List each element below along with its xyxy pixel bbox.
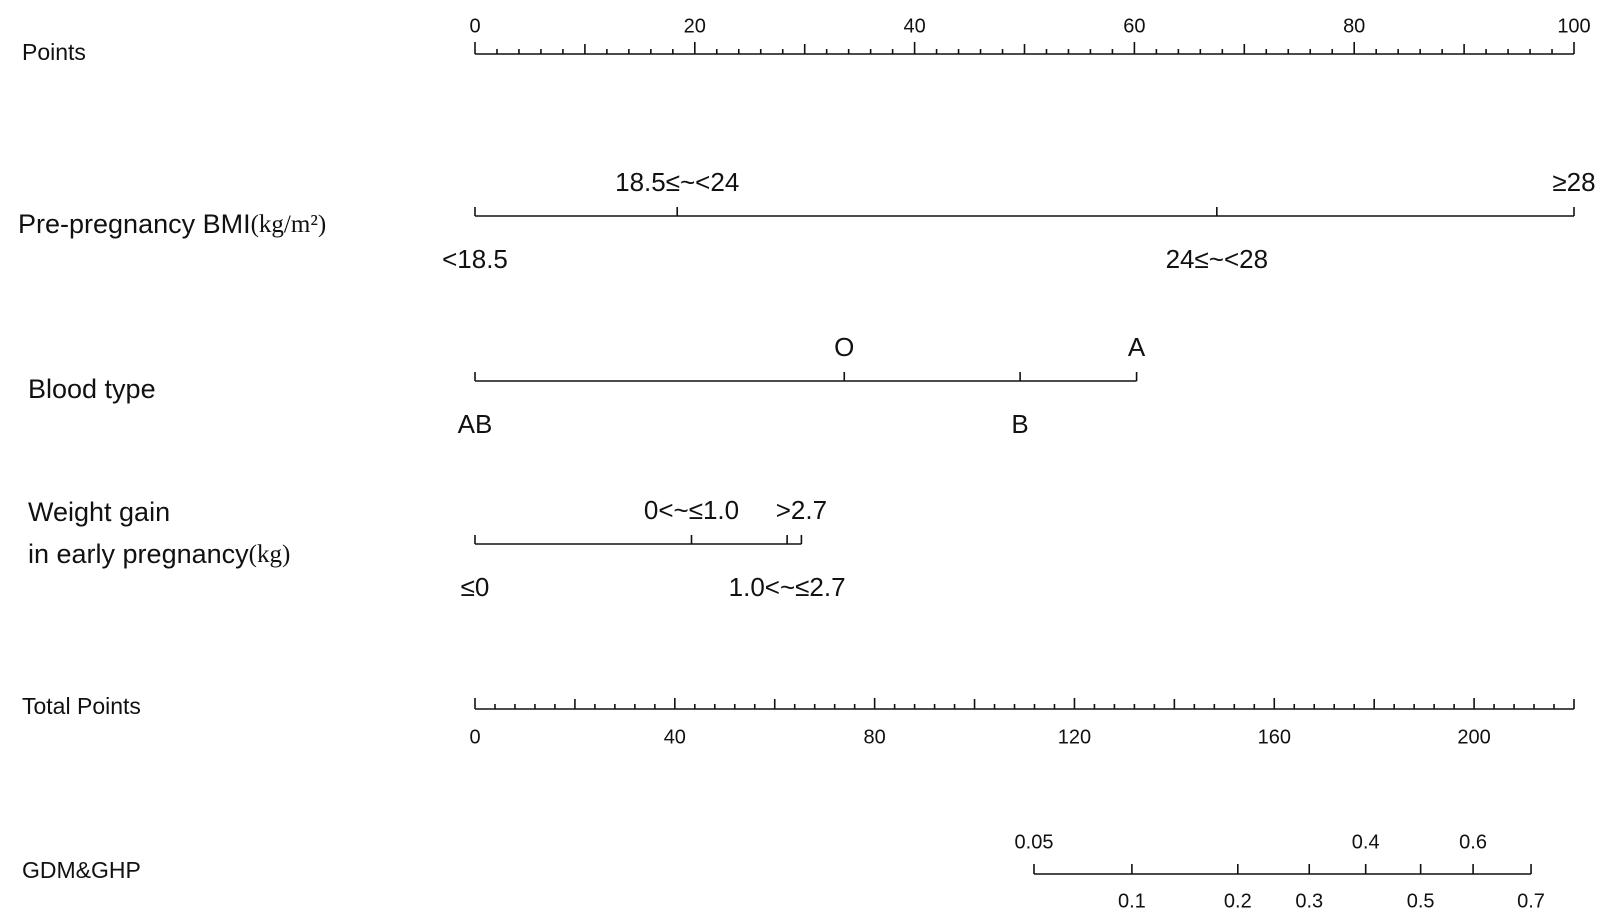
row-label: Total Points [22,693,141,719]
level-label: 0<~≤1.0 [644,495,739,525]
level-label: A [1128,332,1146,362]
prob-label: 0.1 [1118,890,1146,912]
prob-label: 0.3 [1295,890,1323,912]
prob-label: 0.6 [1459,831,1487,853]
prob-label: 0.05 [1015,831,1054,853]
level-label: ≥28 [1552,167,1595,197]
row-label: Points [22,39,86,65]
level-label: B [1011,409,1028,439]
prob-label: 0.5 [1407,890,1435,912]
level-label: >2.7 [776,495,827,525]
row-label: Weight gain [28,497,170,527]
row-label: in early pregnancy(kg) [28,539,290,569]
tick-label: 60 [1123,15,1145,37]
prob-label: 0.2 [1224,890,1252,912]
tick-label: 40 [664,726,686,748]
level-label: O [834,332,854,362]
row-label: GDM&GHP [22,857,141,883]
tick-label: 160 [1258,726,1291,748]
row-label-text: Pre-pregnancy BMI [18,209,251,239]
unit: (kg/m²) [251,211,327,238]
unit: (kg) [249,541,291,568]
tick-label: 0 [469,726,480,748]
tick-label: 40 [903,15,925,37]
tick-label: 20 [684,15,706,37]
tick-label: 200 [1457,726,1490,748]
tick-label: 80 [864,726,886,748]
tick-label: 0 [469,15,480,37]
tick-label: 100 [1557,15,1590,37]
level-label: ≤0 [461,572,490,602]
level-label: 24≤~<28 [1166,244,1268,274]
prob-label: 0.7 [1517,890,1545,912]
row-label: Pre-pregnancy BMI(kg/m²) [18,209,326,239]
tick-label: 80 [1343,15,1365,37]
tick-label: 120 [1058,726,1091,748]
row-label-text: in early pregnancy [28,539,249,569]
row-label-text: Blood type [28,374,156,404]
level-label: 1.0<~≤2.7 [729,572,846,602]
prob-label: 0.4 [1352,831,1380,853]
level-label: <18.5 [442,244,508,274]
level-label: 18.5≤~<24 [615,167,739,197]
row-label: Blood type [28,374,156,404]
row-label-text: Weight gain [28,497,170,527]
level-label: AB [458,409,493,439]
